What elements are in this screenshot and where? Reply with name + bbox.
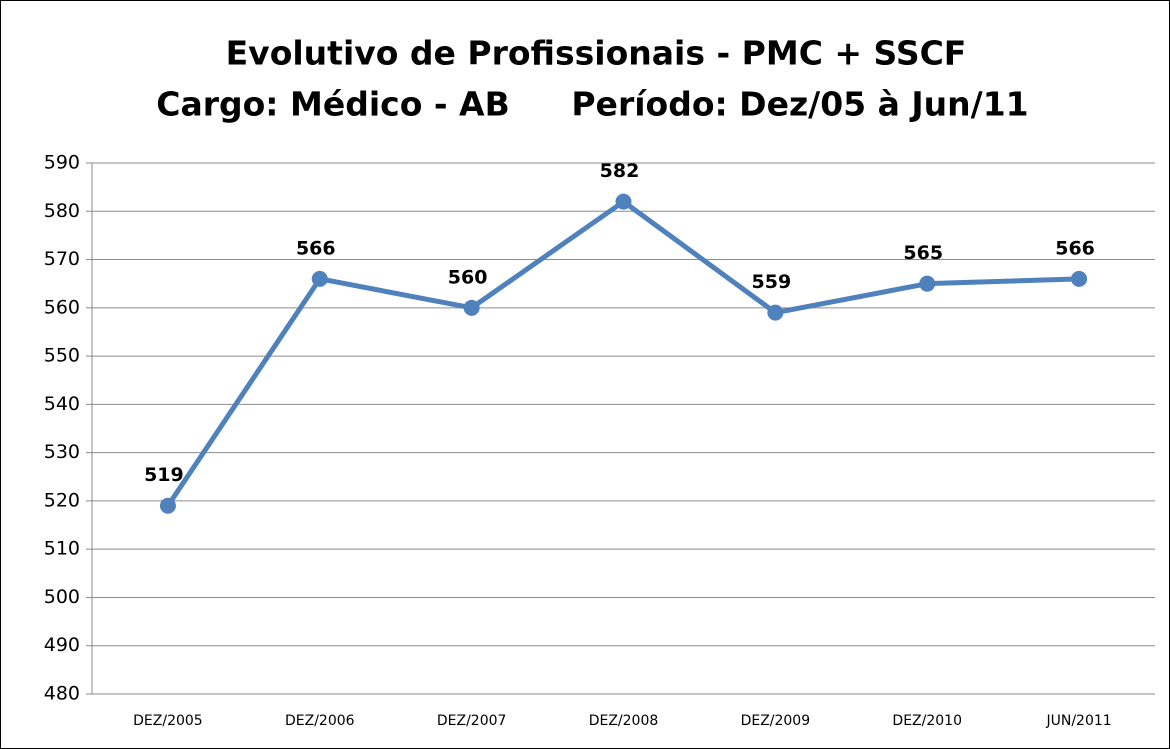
- data-label: 566: [1055, 237, 1095, 259]
- y-tick-label: 480: [44, 683, 80, 705]
- data-point: [767, 304, 784, 321]
- data-label: 519: [144, 464, 184, 486]
- y-tick-label: 510: [44, 538, 80, 560]
- x-tick-label: DEZ/2009: [741, 713, 811, 729]
- x-tick-label: DEZ/2007: [437, 713, 507, 729]
- y-tick-label: 540: [44, 393, 80, 415]
- y-tick-label: 580: [44, 200, 80, 222]
- data-point: [311, 270, 328, 287]
- chart-subtitle: Cargo: Médico - AB: [156, 85, 510, 124]
- y-tick-label: 490: [44, 634, 80, 656]
- x-tick-label: DEZ/2010: [892, 713, 962, 729]
- y-tick-label: 560: [44, 296, 80, 318]
- chart-title: Evolutivo de Profissionais - PMC + SSCF: [226, 34, 967, 73]
- y-tick-label: 530: [44, 441, 80, 463]
- x-tick-label: DEZ/2008: [589, 713, 659, 729]
- chart-subtitle: Período: Dez/05 à Jun/11: [571, 85, 1028, 124]
- x-tick-label: DEZ/2005: [133, 713, 203, 729]
- y-tick-label: 500: [44, 586, 80, 608]
- data-point: [159, 497, 176, 514]
- x-tick-label: DEZ/2006: [285, 713, 355, 729]
- data-point: [919, 275, 936, 292]
- data-label: 560: [448, 266, 488, 288]
- data-point: [1071, 270, 1088, 287]
- y-tick-label: 520: [44, 489, 80, 511]
- data-point: [463, 299, 480, 316]
- data-label: 582: [600, 160, 640, 182]
- data-label: 565: [903, 242, 943, 264]
- y-tick-label: 570: [44, 248, 80, 270]
- y-tick-label: 590: [44, 152, 80, 174]
- data-label: 559: [752, 271, 792, 293]
- x-tick-label: JUN/2011: [1045, 713, 1111, 729]
- y-tick-label: 550: [44, 345, 80, 367]
- data-point: [615, 193, 632, 210]
- data-label: 566: [296, 237, 336, 259]
